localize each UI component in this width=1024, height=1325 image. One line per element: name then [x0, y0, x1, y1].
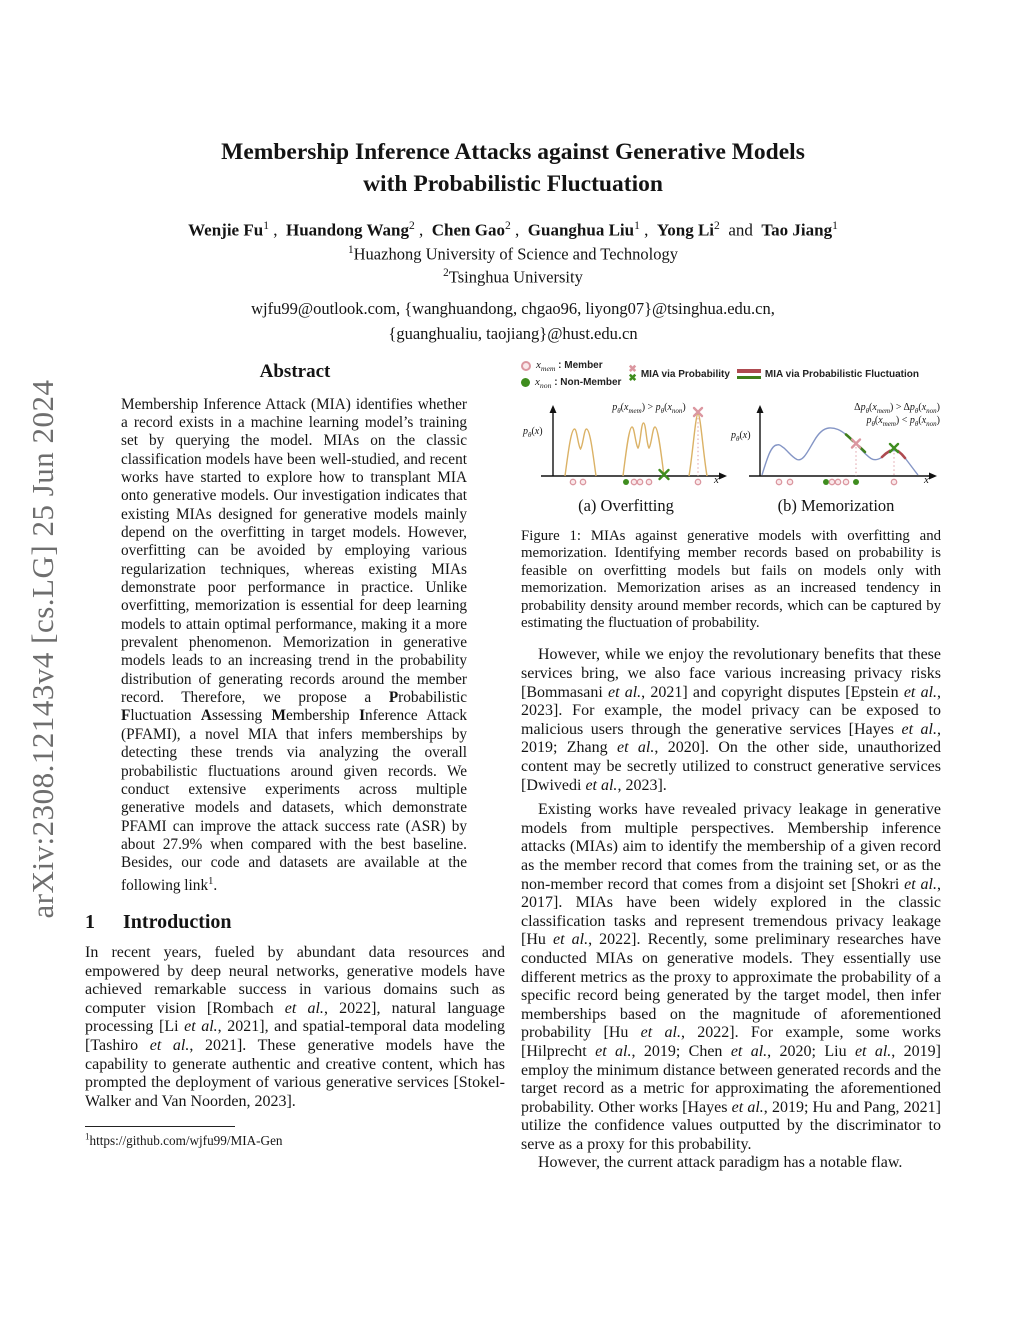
plot-a-xlabel: x	[714, 474, 719, 486]
abstract-text: Membership Inference Attack (MIA) identi…	[121, 395, 467, 894]
legend-member-label: xmem : Member	[536, 358, 603, 373]
subplot-captions: (a) Overfitting (b) Memorization	[521, 496, 941, 516]
fluctuation-line-icons	[736, 369, 761, 380]
footnote-rule	[85, 1126, 235, 1128]
plot-a-annotation: pθ(xmem) > pθ(xnon)	[612, 402, 686, 415]
legend-nonmember-label: xnon : Non-Member	[535, 375, 622, 390]
legend-fluctuation-group: MIA via Probabilistic Fluctuation	[736, 368, 919, 380]
affiliation-2: 2Tsinghua University	[443, 267, 583, 287]
y-axis-arrow-icon	[549, 405, 557, 413]
left-column: Abstract Membership Inference Attack (MI…	[85, 359, 505, 1173]
section-1-heading: 1 Introduction	[85, 911, 505, 934]
memorization-curve	[761, 427, 919, 476]
x-axis-arrow-icon	[929, 472, 937, 480]
axis-record-markers	[775, 478, 898, 486]
legend-fluctuation-label: MIA via Probabilistic Fluctuation	[764, 368, 919, 380]
emails-line1: wjfu99@outlook.com, {wanghuandong, chgao…	[251, 298, 775, 318]
figure-plots: pθ(x) pθ(xmem) > pθ(xnon) x	[521, 402, 941, 488]
plot-memorization-canvas	[749, 405, 937, 486]
emails-line2: {guanghualiu, taojiang}@hust.edu.cn	[388, 324, 638, 344]
plot-b-caption: (b) Memorization	[777, 496, 895, 515]
axis-record-markers	[569, 478, 702, 486]
overfit-curve-left-cluster	[564, 428, 597, 477]
plot-b-annotation-1: Δpθ(xmem) > Δpθ(xnon)	[854, 402, 940, 415]
member-x-marker-icon	[692, 406, 704, 418]
paragraph-notable-flaw: However, the current attack paradigm has…	[538, 1154, 903, 1172]
paragraph-existing-works: Existing works have revealed privacy lea…	[521, 801, 942, 1153]
nonmember-circle-icon	[521, 378, 530, 388]
figure-1-caption: Figure 1: MIAs against generative models…	[521, 528, 941, 632]
paper-title-line1: Membership Inference Attacks against Gen…	[221, 139, 805, 165]
legend-probability-label: MIA via Probability	[640, 368, 730, 380]
plot-b-xlabel: x	[924, 474, 929, 486]
overfit-curve-middle-cluster	[622, 422, 665, 477]
green-line-icon	[736, 375, 761, 380]
plot-memorization: pθ(x) Δpθ(xmem) > Δpθ(xnon) pθ(xmem) < p…	[731, 402, 941, 488]
plot-a-ylabel: pθ(x)	[523, 426, 543, 439]
right-column: xmem : Member xnon : Non-Member ✖ ✖	[521, 359, 941, 1173]
paragraph-privacy-risks: However, while we enjoy the revolutionar…	[521, 646, 942, 794]
legend-record-group: xmem : Member xnon : Non-Member	[521, 359, 621, 390]
paper-title: Membership Inference Attacks against Gen…	[85, 136, 941, 201]
two-column-body: Abstract Membership Inference Attack (MI…	[85, 359, 941, 1173]
intro-paragraph: In recent years, fueled by abundant data…	[85, 944, 505, 1110]
member-circle-icon	[521, 360, 531, 371]
plot-overfitting-canvas	[541, 405, 727, 486]
paper-content: Membership Inference Attacks against Gen…	[85, 136, 941, 1173]
paper-title-line2: with Probabilistic Fluctuation	[363, 171, 663, 198]
figure-legend: xmem : Member xnon : Non-Member ✖ ✖	[521, 359, 941, 390]
footnote-link-text[interactable]: 1https://github.com/wjfu99/MIA-Gen	[85, 1131, 283, 1148]
figure-1: xmem : Member xnon : Non-Member ✖ ✖	[521, 359, 941, 516]
plot-b-annotation-2: pθ(xmem) < pθ(xnon)	[866, 415, 940, 428]
legend-member-item: xmem : Member	[521, 359, 621, 373]
legend-nonmember-item: xnon : Non-Member	[521, 376, 621, 390]
fluct-red-segment-1	[880, 449, 892, 459]
section-1-number: 1	[85, 911, 95, 933]
authors-line: Wenjie Fu1 , Huandong Wang2 , Chen Gao2 …	[188, 218, 838, 240]
x-axis-arrow-icon	[719, 472, 727, 480]
member-x-icon: ✖	[628, 364, 637, 376]
overfit-curve-tall-peak	[688, 413, 708, 477]
legend-probability-group: ✖ ✖ MIA via Probability	[628, 364, 730, 385]
abstract-heading: Abstract	[259, 360, 331, 382]
nonmember-x-marker-icon	[658, 468, 670, 481]
y-axis-arrow-icon	[756, 405, 764, 413]
arxiv-watermark: arXiv:2308.12143v4 [cs.LG] 25 Jun 2024	[25, 379, 60, 919]
footnote: 1https://github.com/wjfu99/MIA-Gen	[85, 1126, 505, 1148]
probability-x-icons: ✖ ✖	[628, 364, 637, 385]
nonmember-x-marker-icon	[888, 442, 900, 454]
member-x-marker-icon	[850, 438, 862, 449]
section-1-label: Introduction	[123, 911, 232, 933]
author-emails: wjfu99@outlook.com, {wanghuandong, chgao…	[85, 296, 941, 347]
affiliation-1: 1Huazhong University of Science and Tech…	[348, 243, 678, 264]
red-line-icon	[736, 369, 761, 373]
plot-b-ylabel: pθ(x)	[731, 430, 751, 443]
nonmember-x-icon: ✖	[628, 373, 637, 385]
plot-a-caption: (a) Overfitting	[578, 496, 674, 515]
plot-overfitting: pθ(x) pθ(xmem) > pθ(xnon) x	[521, 402, 731, 488]
